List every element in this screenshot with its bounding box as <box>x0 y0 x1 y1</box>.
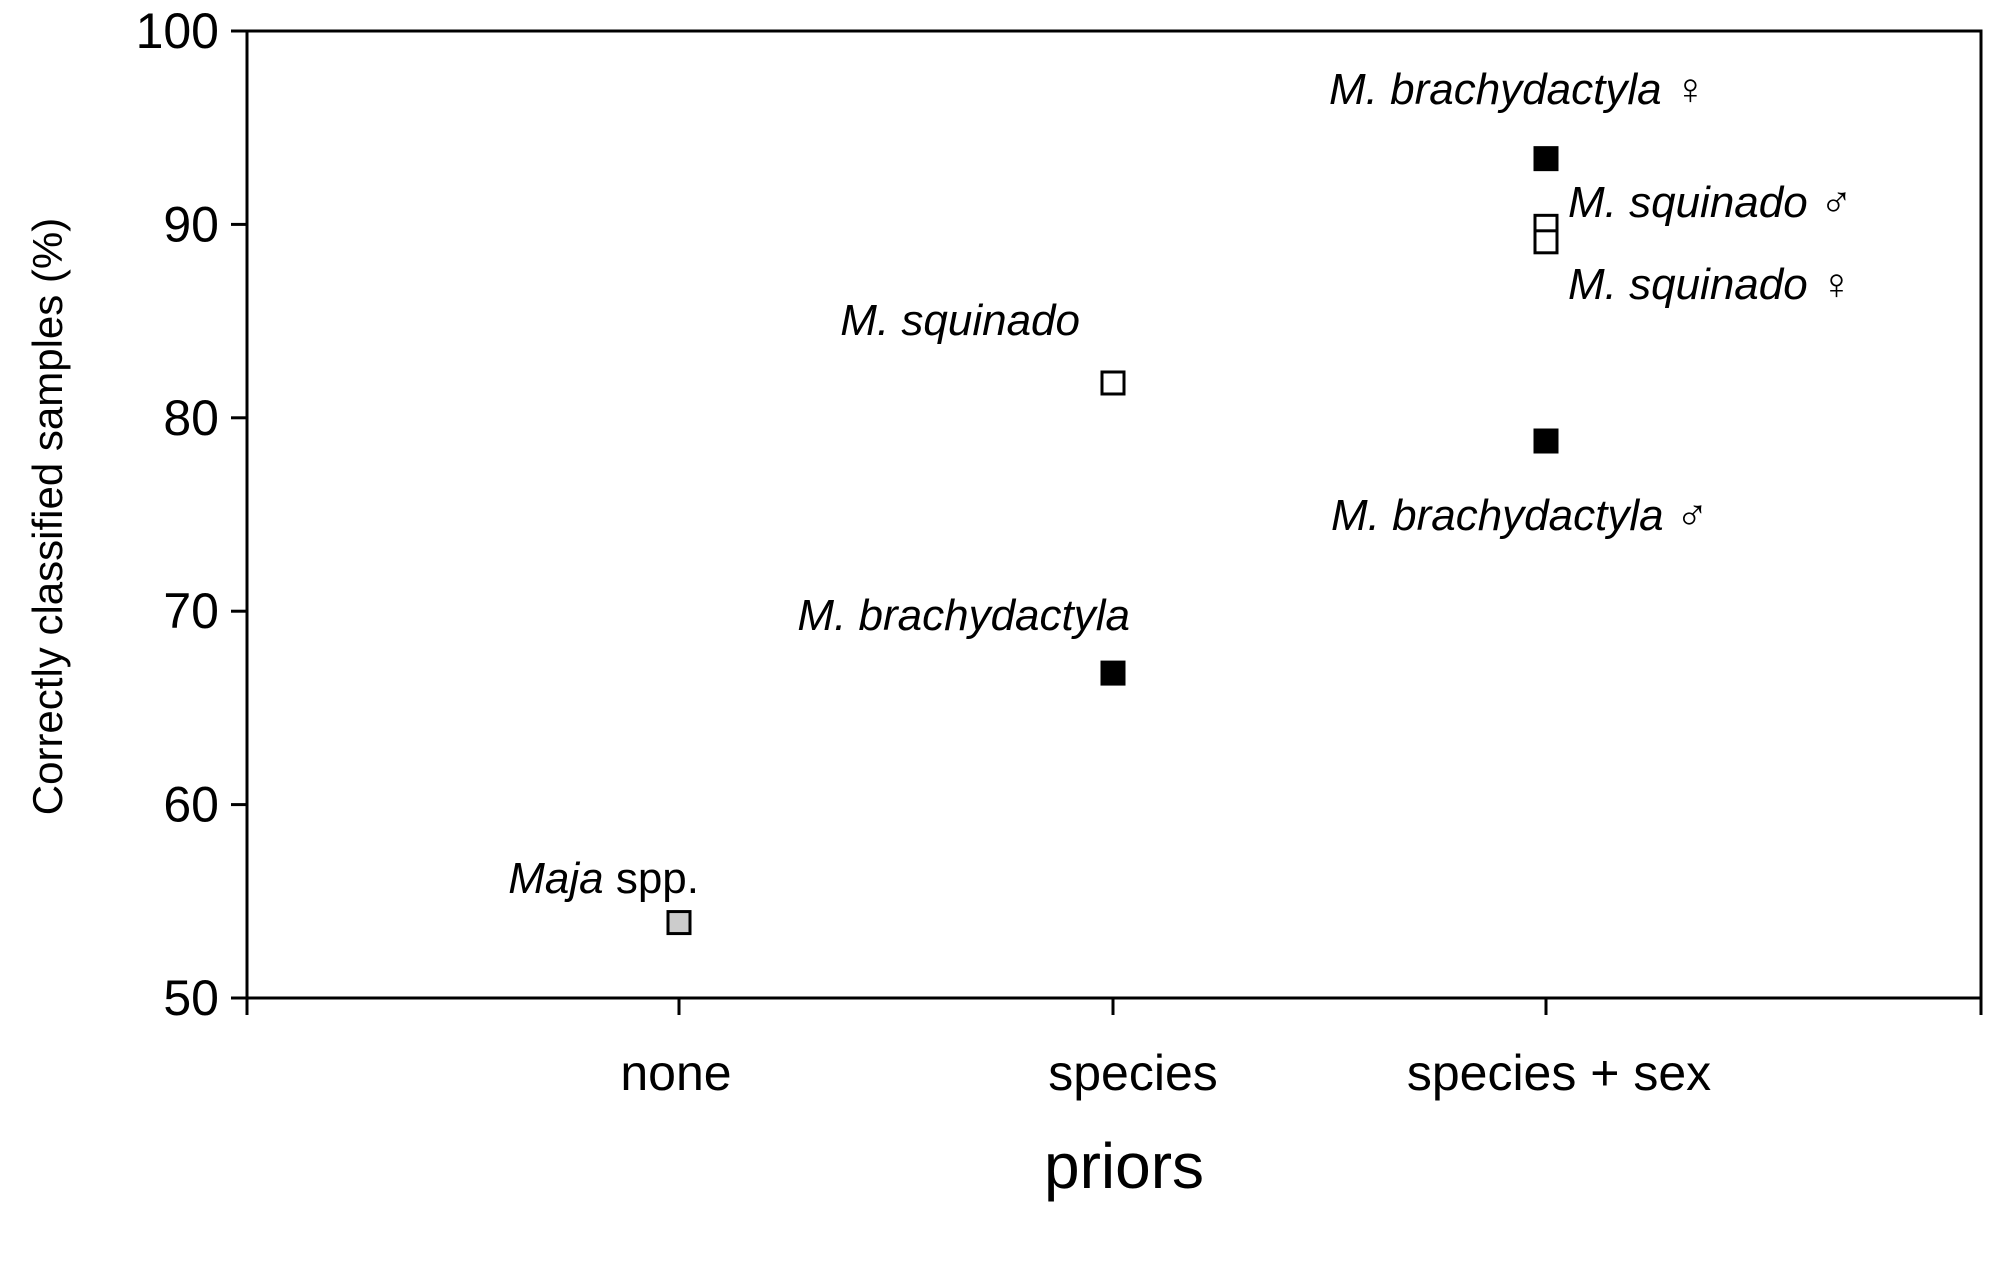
label-m-brachydactyla-female: M. brachydactyla ♀ <box>1329 65 1707 114</box>
y-tick-label: 100 <box>136 3 219 59</box>
y-tick-label: 80 <box>163 390 219 446</box>
y-axis: 50 60 70 80 90 100 <box>136 3 247 1026</box>
label-maja-spp: Maja spp. <box>508 854 699 903</box>
x-tick-label: species + sex <box>1407 1045 1711 1101</box>
y-axis-title: Correctly classified samples (%) <box>24 218 71 815</box>
label-m-squinado-female: M. squinado ♀ <box>1568 260 1853 309</box>
point-m-brachydactyla-male <box>1533 428 1559 454</box>
y-tick-label: 50 <box>163 970 219 1026</box>
point-maja-spp <box>666 910 692 936</box>
x-axis: none species species + sex <box>245 998 1983 1101</box>
y-tick-label: 90 <box>163 196 219 252</box>
label-m-brachydactyla-male: M. brachydactyla ♂ <box>1331 491 1709 540</box>
x-tick-label: species <box>1048 1045 1218 1101</box>
label-m-squinado-male: M. squinado ♂ <box>1568 178 1853 227</box>
point-m-squinado <box>1100 370 1126 396</box>
label-m-brachydactyla: M. brachydactyla <box>797 591 1130 640</box>
x-tick-label: none <box>620 1045 731 1101</box>
point-m-brachydactyla-female <box>1533 146 1559 172</box>
x-axis-title: priors <box>1044 1130 1204 1202</box>
plot-area-frame <box>245 29 1983 1000</box>
y-tick-label: 70 <box>163 583 219 639</box>
data-points <box>666 146 1559 936</box>
point-labels: Maja spp. M. squinado M. brachydactyla M. b… <box>508 65 1853 903</box>
point-m-squinado-female <box>1533 229 1559 255</box>
label-m-squinado: M. squinado <box>840 296 1080 345</box>
y-tick-label: 60 <box>163 777 219 833</box>
point-m-brachydactyla <box>1100 660 1126 686</box>
